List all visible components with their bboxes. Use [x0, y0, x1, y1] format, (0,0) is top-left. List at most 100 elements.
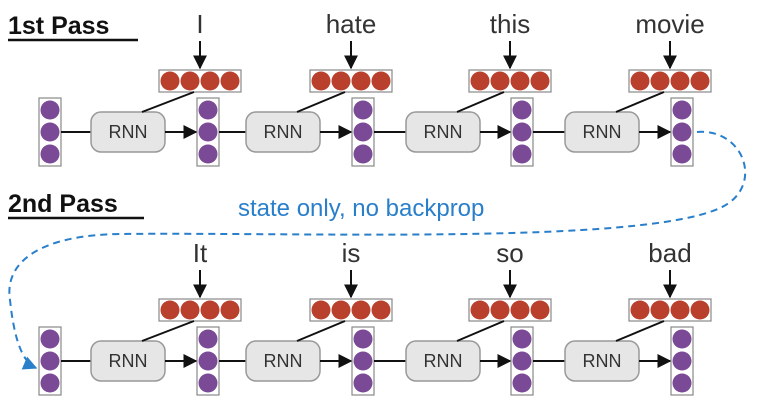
- state-vector-4: [670, 97, 694, 167]
- embedding-to-rnn-line: [296, 91, 346, 113]
- embedding-node: [311, 300, 331, 320]
- rnn-cell-label: RNN: [424, 351, 463, 371]
- embedding-to-rnn-line: [615, 320, 665, 342]
- rnn-cell-label: RNN: [583, 122, 622, 142]
- state-node: [40, 144, 60, 164]
- embedding-node: [200, 71, 220, 91]
- input-word-1: is: [342, 238, 361, 268]
- state-vector-1: [196, 97, 220, 167]
- embedding-node: [160, 300, 180, 320]
- embedding-node: [530, 300, 550, 320]
- embedding-to-rnn-line: [456, 320, 505, 342]
- embedding-node: [650, 71, 670, 91]
- rnn-cell-label: RNN: [424, 122, 463, 142]
- embedding-node: [371, 71, 391, 91]
- state-vector-2: [351, 97, 375, 167]
- embedding-node: [490, 71, 510, 91]
- embedding-node: [510, 300, 530, 320]
- embedding-node: [630, 71, 650, 91]
- embedding-node: [470, 71, 490, 91]
- state-vector-2: [351, 326, 375, 396]
- state-node: [672, 144, 692, 164]
- state-node: [512, 144, 532, 164]
- embedding-node: [200, 300, 220, 320]
- second-pass: RNN RNN RNN RNN It is so bad: [38, 238, 712, 396]
- state-node: [672, 373, 692, 393]
- embedding-node: [630, 300, 650, 320]
- state-node: [40, 329, 60, 349]
- embedding-vector-3: [628, 298, 712, 322]
- embedding-node: [490, 300, 510, 320]
- embedding-node: [530, 71, 550, 91]
- embedding-node: [220, 300, 240, 320]
- embedding-vector-2: [468, 69, 552, 93]
- embedding-node: [351, 300, 371, 320]
- rnn-cell-label: RNN: [583, 351, 622, 371]
- state-node: [353, 351, 373, 371]
- state-node: [198, 329, 218, 349]
- state-node: [512, 122, 532, 142]
- state-node: [353, 373, 373, 393]
- embedding-node: [690, 71, 710, 91]
- state-node: [198, 144, 218, 164]
- embedding-node: [311, 71, 331, 91]
- rnn-cell-label: RNN: [109, 122, 148, 142]
- embedding-node: [180, 300, 200, 320]
- embedding-node: [351, 71, 371, 91]
- embedding-vector-1: [309, 298, 393, 322]
- input-word-0: It: [193, 238, 208, 268]
- state-vector-3: [510, 97, 534, 167]
- state-node: [512, 100, 532, 120]
- state-node: [353, 329, 373, 349]
- embedding-to-rnn-line: [296, 320, 346, 342]
- rnn-cell-label: RNN: [109, 351, 148, 371]
- second-pass-title-group: 2nd Pass: [8, 190, 144, 220]
- state-vector-0: [38, 326, 62, 396]
- rnn-cell-label: RNN: [264, 122, 303, 142]
- embedding-to-rnn-line: [141, 320, 195, 342]
- embedding-to-rnn-line: [456, 91, 505, 113]
- state-node: [198, 100, 218, 120]
- state-node: [198, 122, 218, 142]
- state-vector-1: [196, 326, 220, 396]
- state-node: [672, 329, 692, 349]
- embedding-vector-0: [158, 298, 242, 322]
- embedding-vector-2: [468, 298, 552, 322]
- input-word-0: I: [196, 9, 203, 39]
- state-node: [672, 351, 692, 371]
- input-word-1: hate: [326, 9, 377, 39]
- embedding-node: [470, 300, 490, 320]
- state-node: [198, 351, 218, 371]
- embedding-node: [670, 300, 690, 320]
- state-node: [672, 122, 692, 142]
- state-node: [672, 100, 692, 120]
- input-word-3: movie: [635, 9, 704, 39]
- embedding-node: [331, 300, 351, 320]
- input-word-3: bad: [648, 238, 691, 268]
- embedding-node: [160, 71, 180, 91]
- second-pass-title: 2nd Pass: [8, 190, 118, 218]
- state-node: [40, 122, 60, 142]
- state-node: [40, 100, 60, 120]
- state-vector-3: [510, 326, 534, 396]
- embedding-to-rnn-line: [615, 91, 665, 113]
- embedding-to-rnn-line: [141, 91, 195, 113]
- state-node: [512, 351, 532, 371]
- embedding-vector-3: [628, 69, 712, 93]
- pass-connector-dashed-arrow: [8, 130, 747, 370]
- first-pass-title-group: 1st Pass: [8, 12, 138, 42]
- state-node: [353, 100, 373, 120]
- embedding-node: [180, 71, 200, 91]
- state-only-annotation: state only, no backprop: [238, 195, 484, 222]
- state-vector-4: [670, 326, 694, 396]
- state-node: [353, 122, 373, 142]
- first-pass: RNN RNN RNN RNN I hate this movie: [38, 9, 712, 167]
- embedding-node: [650, 300, 670, 320]
- state-node: [512, 329, 532, 349]
- embedding-node: [331, 71, 351, 91]
- state-node: [40, 373, 60, 393]
- embedding-vector-1: [309, 69, 393, 93]
- embedding-node: [690, 300, 710, 320]
- state-vector-0: [38, 97, 62, 167]
- state-node: [512, 373, 532, 393]
